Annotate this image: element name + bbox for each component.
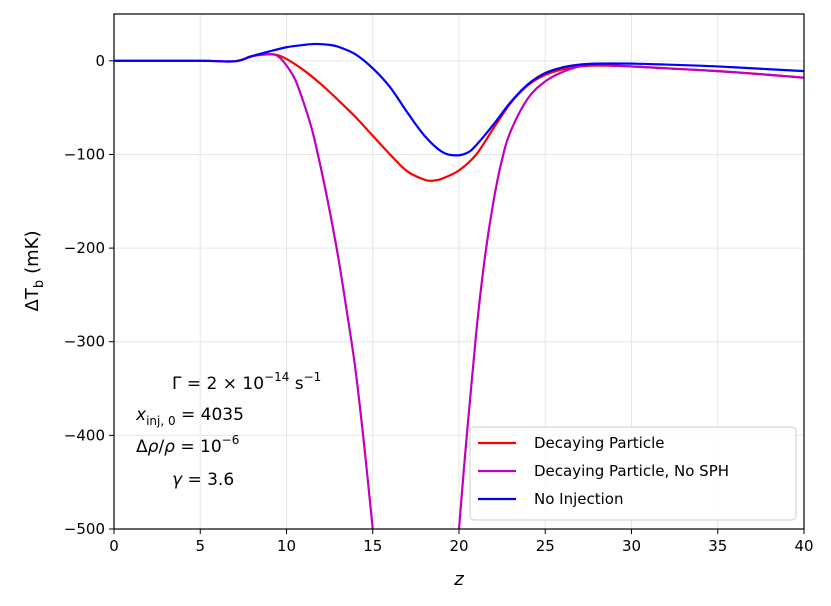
y-axis-label-unit: (mK) [22, 231, 43, 274]
x-tick-label: 30 [622, 537, 641, 555]
legend: Decaying Particle Decaying Particle, No S… [469, 426, 797, 521]
annotation-x-inj: xinj, 0 = 4035 [135, 405, 244, 428]
legend-item-no-injection: No Injection [478, 490, 623, 508]
y-tick-label: −500 [64, 520, 105, 538]
legend-label: Decaying Particle, No SPH [534, 462, 729, 480]
x-axis-label: z [453, 569, 464, 590]
parameter-annotations: Γ = 2 × 10−14 s−1 xinj, 0 = 4035 Δρ/ρ = … [135, 370, 321, 490]
annotation-gamma-index: γ = 3.6 [172, 470, 234, 490]
svg-text:ΔTb(mK): ΔTb (mK) [22, 231, 47, 312]
y-axis-label-sub: b [32, 280, 47, 288]
y-tick-label: −400 [64, 426, 105, 444]
series-line-decaying-particle-no-sph-right [457, 63, 804, 529]
x-tick-label: 20 [449, 537, 468, 555]
legend-box [469, 426, 797, 521]
x-tick-label: 40 [794, 537, 813, 555]
y-axis: 0 −100 −200 −300 −400 −500 [64, 52, 114, 538]
y-tick-label: −200 [64, 239, 105, 257]
x-tick-label: 35 [708, 537, 727, 555]
x-tick-label: 5 [195, 537, 205, 555]
series-line-no-injection [114, 42, 804, 157]
y-tick-label: −100 [64, 145, 105, 163]
annotation-gamma-rate: Γ = 2 × 10−14 s−1 [172, 370, 321, 394]
annotation-density-contrast: Δρ/ρ = 10−6 [136, 433, 239, 457]
data-lines [114, 42, 804, 529]
legend-label: Decaying Particle [534, 434, 664, 452]
x-tick-label: 0 [109, 537, 119, 555]
x-axis: 0 5 10 15 20 25 30 35 40 [109, 529, 814, 555]
x-tick-label: 15 [363, 537, 382, 555]
y-tick-label: −300 [64, 333, 105, 351]
legend-item-decaying-particle-no-sph: Decaying Particle, No SPH [478, 462, 729, 480]
x-tick-label: 25 [536, 537, 555, 555]
y-tick-label: 0 [95, 52, 105, 70]
x-tick-label: 10 [277, 537, 296, 555]
legend-item-decaying-particle: Decaying Particle [478, 434, 664, 452]
y-axis-label-main: ΔT [22, 287, 43, 311]
legend-label: No Injection [534, 490, 623, 508]
y-axis-label: ΔTb (mK) [22, 231, 47, 312]
